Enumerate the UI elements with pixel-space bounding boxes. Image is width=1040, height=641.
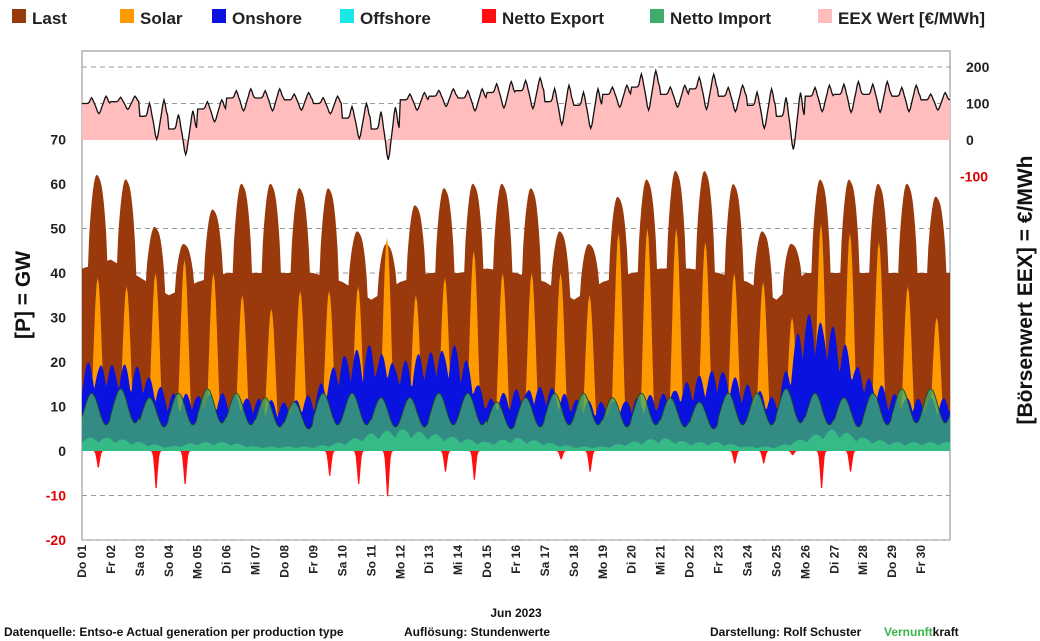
y-left-ticks: 70 60 50 40 30 20 10 0 -10 -20 [46, 132, 66, 549]
y-left-tick: -20 [46, 532, 66, 548]
series-areas [82, 68, 950, 497]
footer-brand-black: kraft [933, 625, 959, 639]
y-right-tick: 200 [966, 59, 990, 75]
x-tick-label: Di 20 [625, 545, 639, 574]
x-tick-label: Di 13 [422, 545, 436, 574]
y-left-axis-title: [P] = GW [12, 251, 35, 339]
y-left-tick: 50 [50, 221, 66, 237]
x-tick-label: Fr 30 [914, 545, 928, 574]
legend-swatch-solar [120, 9, 134, 23]
x-tick-label: Do 08 [278, 545, 292, 578]
legend-label-offshore: Offshore [360, 9, 431, 28]
x-tick-label: So 04 [162, 545, 176, 577]
y-left-tick: 0 [58, 443, 66, 459]
x-tick-label: Fr 16 [509, 545, 523, 574]
x-tick-label: Do 29 [885, 545, 899, 578]
x-tick-label: Do 15 [480, 545, 494, 578]
legend-label-eex-wert-mwh: EEX Wert [€/MWh] [838, 9, 985, 28]
y-left-tick: 70 [50, 132, 66, 148]
x-tick-label: Di 06 [220, 545, 234, 574]
legend-swatch-offshore [340, 9, 354, 23]
footer-source: Datenquelle: Entso-e Actual generation p… [4, 625, 344, 639]
y-left-tick: 20 [50, 354, 66, 370]
legend-label-onshore: Onshore [232, 9, 302, 28]
x-tick-label: So 11 [364, 545, 378, 577]
y-right-tick: 0 [966, 132, 974, 148]
footer-resolution: Auflösung: Stundenwerte [404, 625, 550, 639]
x-tick-label: Sa 03 [133, 545, 147, 577]
legend-swatch-netto-export [482, 9, 496, 23]
x-tick-label: Mi 07 [249, 545, 263, 575]
x-tick-label: Mo 05 [191, 545, 205, 579]
y-left-tick: 10 [50, 399, 66, 415]
footer-brand-green: Vernunft [884, 625, 933, 639]
x-tick-label: Sa 24 [740, 545, 754, 577]
footer-author: Darstellung: Rolf Schuster [710, 625, 862, 639]
x-tick-label: Mo 26 [798, 545, 812, 579]
x-tick-label: Do 22 [683, 545, 697, 578]
x-tick-label: Fr 02 [104, 545, 118, 574]
series-eex-line [82, 68, 950, 160]
x-tick-label: Sa 10 [335, 545, 349, 577]
footer-brand: Vernunftkraft [884, 625, 959, 639]
x-tick-label: Fr 23 [712, 545, 726, 574]
x-tick-label: Di 27 [827, 545, 841, 574]
y-left-tick: 40 [50, 265, 66, 281]
y-left-tick: 30 [50, 310, 66, 326]
y-left-tick: -10 [46, 488, 66, 504]
x-tick-label: Fr 09 [306, 545, 320, 574]
x-tick-label: Mi 21 [654, 545, 668, 575]
y-right-ticks: 200 100 0 -100 [960, 59, 990, 185]
legend-label-solar: Solar [140, 9, 183, 28]
legend-swatch-netto-import [650, 9, 664, 23]
x-tick-label: Mo 12 [393, 545, 407, 579]
x-tick-label: So 18 [567, 545, 581, 577]
x-tick-label: Do 01 [75, 545, 89, 578]
legend-label-netto-import: Netto Import [670, 9, 771, 28]
legend-swatch-eex-wert-mwh [818, 9, 832, 23]
series-eex-area [82, 70, 950, 160]
y-right-axis-title: [Börsenwert EEX] = €/MWh [1014, 156, 1037, 425]
x-tick-labels: Do 01 Fr 02 Sa 03 So 04 Mo 05 Di 06 Mi 07 Do 08… [75, 545, 928, 579]
legend: Last Solar Onshore Offshore Netto Export Nett… [12, 9, 985, 28]
x-tick-label: Mi 28 [856, 545, 870, 575]
y-right-tick: -100 [960, 169, 988, 185]
y-right-tick: 100 [966, 96, 990, 112]
legend-swatch-onshore [212, 9, 226, 23]
x-tick-label: Sa 17 [538, 545, 552, 577]
legend-swatch-last [12, 9, 26, 23]
x-tick-label: Mi 14 [451, 545, 465, 575]
y-left-tick: 60 [50, 176, 66, 192]
series-netto-import-line [82, 388, 950, 430]
x-tick-label: So 25 [769, 545, 783, 577]
legend-label-last: Last [32, 9, 67, 28]
x-axis-title: Jun 2023 [490, 606, 542, 620]
x-tick-label: Mo 19 [596, 545, 610, 579]
legend-label-netto-export: Netto Export [502, 9, 604, 28]
